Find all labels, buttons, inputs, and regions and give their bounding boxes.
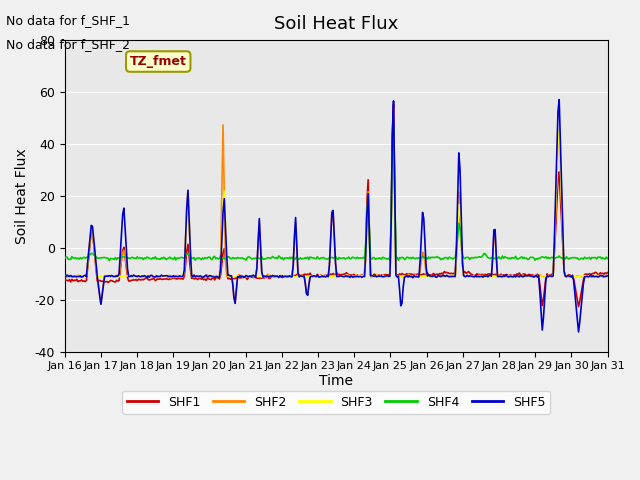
SHF5 bbox=[413, 274, 420, 279]
SHF5 bbox=[556, 96, 563, 102]
SHF3 bbox=[489, 273, 497, 279]
Text: TZ_fmet: TZ_fmet bbox=[130, 55, 187, 68]
SHF1 bbox=[488, 271, 495, 276]
SHF5 bbox=[241, 274, 249, 280]
SHF4 bbox=[242, 257, 250, 263]
SHF5 bbox=[385, 274, 392, 279]
SHF4 bbox=[489, 255, 497, 261]
SHF3 bbox=[61, 273, 68, 278]
SHF2 bbox=[220, 122, 227, 128]
SHF5 bbox=[486, 272, 494, 278]
SHF5 bbox=[589, 273, 597, 278]
SHF4 bbox=[415, 255, 423, 261]
SHF4 bbox=[307, 254, 314, 260]
SHF2 bbox=[307, 273, 315, 279]
SHF2 bbox=[97, 301, 105, 307]
SHF5 bbox=[575, 329, 582, 335]
Line: SHF3: SHF3 bbox=[65, 128, 640, 278]
Line: SHF5: SHF5 bbox=[65, 99, 640, 332]
SHF3 bbox=[414, 274, 422, 279]
Line: SHF2: SHF2 bbox=[65, 125, 640, 304]
SHF2 bbox=[387, 231, 395, 237]
Title: Soil Heat Flux: Soil Heat Flux bbox=[274, 15, 398, 33]
SHF3 bbox=[385, 273, 392, 279]
SHF2 bbox=[61, 274, 68, 279]
SHF3 bbox=[589, 274, 597, 279]
SHF2 bbox=[489, 255, 497, 261]
Line: SHF1: SHF1 bbox=[65, 105, 640, 307]
SHF2 bbox=[243, 274, 251, 279]
Legend: SHF1, SHF2, SHF3, SHF4, SHF5: SHF1, SHF2, SHF3, SHF4, SHF5 bbox=[122, 391, 550, 414]
X-axis label: Time: Time bbox=[319, 374, 353, 388]
SHF4 bbox=[386, 257, 394, 263]
SHF3 bbox=[305, 274, 313, 279]
SHF4 bbox=[390, 124, 397, 130]
SHF3 bbox=[481, 275, 488, 281]
SHF3 bbox=[241, 273, 249, 279]
SHF4 bbox=[106, 258, 113, 264]
Y-axis label: Soil Heat Flux: Soil Heat Flux bbox=[15, 148, 29, 244]
SHF4 bbox=[589, 255, 597, 261]
SHF2 bbox=[415, 274, 423, 280]
SHF5 bbox=[61, 273, 68, 279]
SHF5 bbox=[305, 282, 313, 288]
SHF2 bbox=[589, 274, 597, 280]
SHF4 bbox=[61, 256, 68, 262]
Text: No data for f_SHF_1: No data for f_SHF_1 bbox=[6, 14, 131, 27]
SHF1 bbox=[241, 274, 249, 280]
SHF1 bbox=[589, 270, 597, 276]
SHF1 bbox=[305, 272, 313, 278]
SHF1 bbox=[390, 102, 397, 108]
Line: SHF4: SHF4 bbox=[65, 127, 640, 261]
SHF1 bbox=[575, 304, 582, 310]
SHF1 bbox=[385, 272, 392, 277]
SHF1 bbox=[414, 271, 422, 277]
SHF1 bbox=[61, 276, 68, 282]
SHF3 bbox=[390, 125, 397, 131]
Text: No data for f_SHF_2: No data for f_SHF_2 bbox=[6, 38, 131, 51]
